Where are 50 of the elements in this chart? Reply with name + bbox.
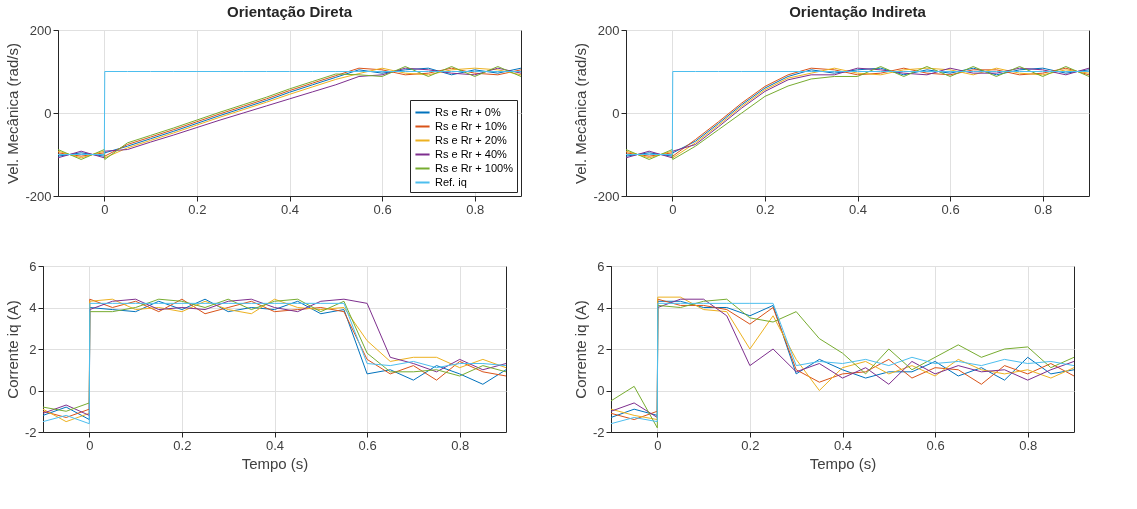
legend-label: Rs e Rr + 100% — [435, 161, 514, 174]
chart-title: Orientação Direta — [226, 3, 353, 20]
y-tick-label: 0 — [29, 383, 37, 398]
chart-title: Orientação Indireta — [789, 3, 927, 20]
x-tick-label: 0.4 — [265, 437, 285, 453]
x-tick-label: 0.8 — [1034, 201, 1053, 217]
x-tick-label: 0.6 — [941, 201, 960, 217]
y-axis-title: Corrente iq (A) — [571, 300, 589, 399]
x-tick-label: 0.8 — [466, 201, 485, 217]
x-tick-label: 0.6 — [358, 437, 377, 453]
x-tick-label: 0.4 — [833, 437, 853, 453]
y-tick-label: -200 — [593, 188, 620, 204]
x-tick-label: 0.8 — [451, 437, 470, 453]
y-tick-label: 0 — [44, 105, 52, 121]
x-tick-label: 0.6 — [373, 201, 392, 217]
legend-label: Rs e Rr + 40% — [435, 147, 508, 160]
x-tick-label: 0 — [101, 201, 109, 217]
legend-label: Rs e Rr + 10% — [435, 119, 508, 132]
x-tick-label: 0.8 — [1019, 437, 1038, 453]
x-axis-title: Tempo (s) — [241, 454, 309, 472]
y-axis-title: Vel. Mecânica (rad/s) — [4, 43, 22, 184]
x-tick-label: 0 — [669, 201, 677, 217]
x-tick-label: 0 — [654, 437, 662, 453]
legend-label: Ref. iq — [435, 175, 467, 188]
y-tick-label: -2 — [592, 424, 605, 440]
y-tick-label: 4 — [29, 300, 37, 315]
x-axis-title: Tempo (s) — [809, 454, 877, 472]
y-axis-title: Vel. Mecânica (rad/s) — [572, 43, 590, 184]
y-tick-label: 2 — [29, 341, 37, 357]
x-tick-label: 0.6 — [926, 437, 945, 453]
x-tick-label: 0 — [86, 437, 94, 453]
y-tick-label: -200 — [25, 188, 52, 204]
y-tick-label: 200 — [597, 22, 620, 38]
y-tick-label: -2 — [24, 424, 37, 440]
y-tick-label: 6 — [597, 258, 605, 274]
x-tick-label: 0.4 — [280, 201, 300, 217]
y-tick-label: 6 — [29, 258, 37, 274]
legend-label: Rs e Rr + 20% — [435, 133, 508, 146]
x-tick-label: 0.2 — [173, 437, 192, 453]
x-tick-label: 0.2 — [741, 437, 760, 453]
x-tick-label: 0.2 — [188, 201, 207, 217]
y-tick-label: 200 — [29, 22, 52, 38]
x-tick-label: 0.4 — [848, 201, 868, 217]
legend-label: Rs e Rr + 0% — [435, 105, 501, 118]
y-tick-label: 2 — [597, 341, 605, 357]
y-tick-label: 0 — [597, 383, 605, 398]
y-tick-label: 4 — [597, 300, 605, 315]
x-tick-label: 0.2 — [756, 201, 775, 217]
y-tick-label: 0 — [612, 105, 620, 121]
y-axis-title: Corrente iq (A) — [3, 300, 21, 399]
